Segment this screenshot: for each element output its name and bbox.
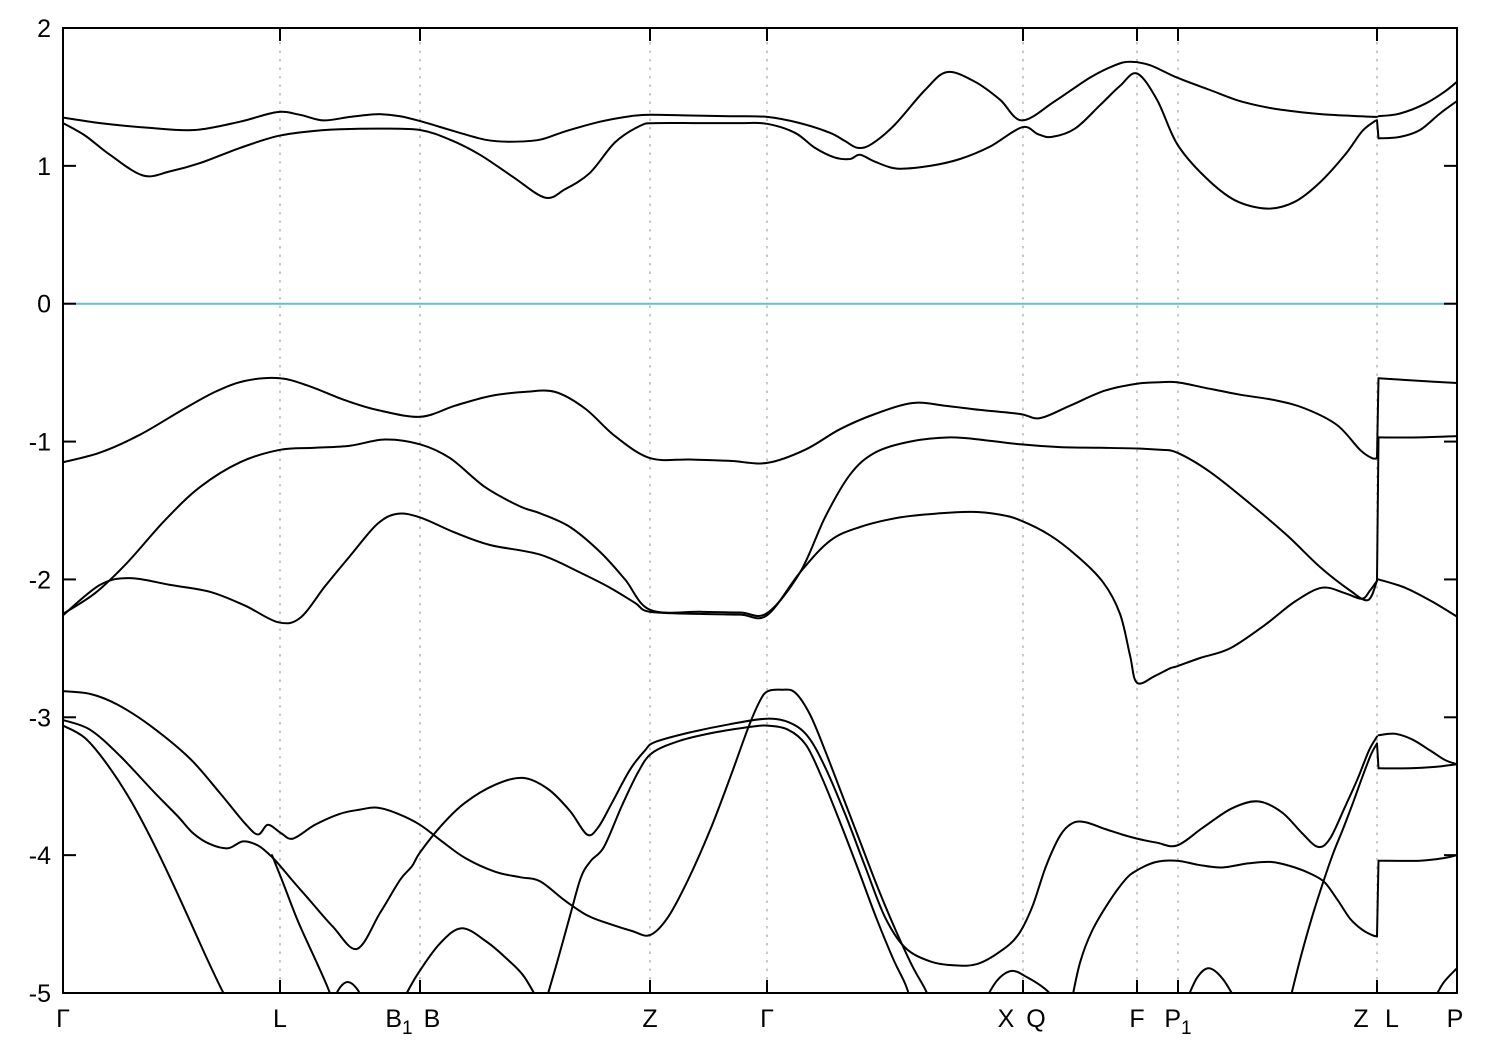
band-low-band-C — [63, 724, 226, 994]
k-point-label: B1 — [385, 1005, 412, 1039]
band-conduction-1-LP — [1377, 80, 1457, 118]
band-break-connector-w — [1376, 742, 1380, 770]
tick-marks — [63, 27, 1457, 994]
k-point-label: Z — [1353, 1005, 1368, 1033]
band-low-band-B — [63, 717, 1378, 967]
band-break-connector-v2 — [1376, 436, 1380, 582]
band-valence-1 — [63, 376, 1378, 465]
y-tick-label: -1 — [29, 429, 51, 457]
k-point-label: F — [1129, 1005, 1144, 1033]
band-valence-2 — [63, 436, 1378, 617]
y-tick-label: -2 — [29, 566, 51, 594]
y-tick-label: 2 — [37, 15, 51, 43]
k-point-label: L — [1385, 1005, 1399, 1033]
k-point-label: P1 — [1164, 1005, 1191, 1039]
k-point-label: B — [424, 1005, 441, 1033]
band-conduction-2-LP — [1377, 100, 1457, 140]
band-break-connector-cb — [1376, 119, 1380, 140]
band-flat-LP — [1377, 763, 1457, 770]
band-valence-3-LP — [1377, 578, 1457, 618]
y-tick-label: 1 — [37, 153, 51, 181]
band-hump-463 — [405, 927, 536, 994]
k-point-label: X — [998, 1005, 1015, 1033]
band-riser-1073 — [1071, 859, 1378, 994]
band-break-connector-low — [1376, 859, 1380, 938]
y-axis-labels: 2 1 0 -1 -2 -3 -4 -5 — [29, 15, 51, 1008]
band-descender-after-L — [271, 854, 332, 994]
band-bump-XQ — [987, 969, 1052, 994]
band-bump-P1 — [1188, 967, 1234, 994]
y-tick-label: -5 — [29, 980, 51, 1008]
k-point-label: P — [1447, 1005, 1464, 1033]
plot-border — [62, 27, 1458, 994]
k-point-label: Z — [642, 1005, 657, 1033]
band-arc-LP — [1377, 732, 1457, 766]
y-tick-label: 0 — [37, 291, 51, 319]
band-low-band-A — [63, 688, 929, 994]
y-tick-label: -3 — [29, 704, 51, 732]
bands — [63, 60, 1457, 994]
band-valence-1-LP — [1377, 377, 1457, 384]
k-point-label: Γ — [56, 1005, 70, 1033]
band-valence-3 — [63, 510, 1378, 685]
band-conduction-2 — [63, 72, 1378, 210]
y-tick-label: -4 — [29, 842, 51, 870]
band-riser-to-Z — [1290, 742, 1378, 994]
band-low-band-E — [546, 724, 910, 994]
band-lowflat-LP — [1377, 854, 1457, 862]
k-point-label: Q — [1026, 1005, 1045, 1033]
k-point-label: L — [273, 1005, 287, 1033]
k-point-label: Γ — [760, 1005, 774, 1033]
band-valence-2-LP — [1377, 435, 1457, 439]
band-deep-riser-P — [1435, 967, 1457, 994]
band-conduction-1 — [63, 60, 1378, 150]
band-break-connector-v1 — [1376, 377, 1380, 460]
x-axis-labels: Γ L B1 B Z Γ X Q F P1 Z L P — [56, 1005, 1463, 1039]
